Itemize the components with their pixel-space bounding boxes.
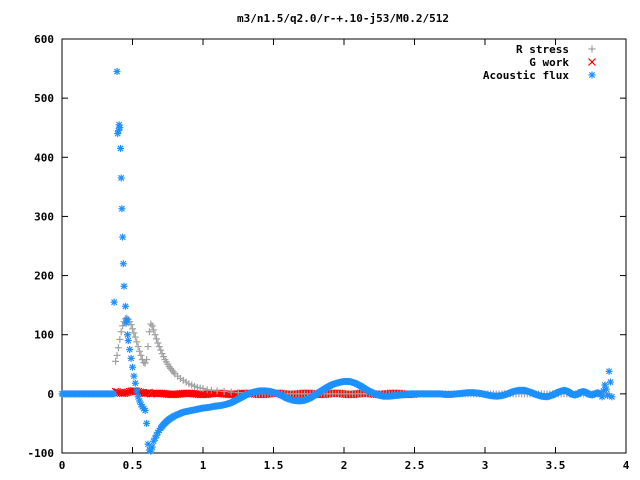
legend-marker [588, 71, 596, 79]
acoustic-flux-point [604, 392, 612, 400]
y-tick-label: 500 [34, 92, 54, 105]
acoustic-flux-point [123, 316, 131, 324]
r-stress-point [152, 335, 160, 343]
r-stress-point [114, 344, 122, 352]
acoustic-flux-point [130, 372, 138, 380]
acoustic-flux-point [110, 298, 118, 306]
y-tick-label: 300 [34, 210, 54, 223]
legend-label: R stress [516, 43, 569, 56]
r-stress-point [113, 351, 121, 359]
r-stress-point [129, 325, 136, 333]
r-stress-point [136, 347, 144, 355]
acoustic-flux-point [133, 387, 141, 395]
x-tick-label: 3 [482, 459, 489, 472]
acoustic-flux-point [118, 205, 126, 213]
r-stress-point [144, 343, 152, 351]
y-tick-label: 100 [34, 329, 54, 342]
y-tick-label: 0 [47, 388, 54, 401]
r-stress-point [116, 335, 124, 343]
y-tick-label: 400 [34, 151, 54, 164]
x-tick-label: 4 [623, 459, 630, 472]
acoustic-flux-point [143, 419, 151, 427]
r-stress-point [151, 331, 159, 339]
acoustic-flux-point [605, 367, 613, 375]
r-stress-point [155, 343, 163, 351]
legend-marker [588, 58, 596, 66]
series-layer [58, 68, 616, 455]
chart-title: m3/n1.5/q2.0/r-+.10-j53/M0.2/512 [237, 12, 449, 25]
acoustic-flux-point [124, 331, 132, 339]
acoustic-flux-point [117, 144, 125, 152]
x-tick-label: 3.5 [546, 459, 566, 472]
r-stress-point [158, 350, 166, 358]
acoustic-flux-point [126, 346, 134, 353]
r-stress-point [234, 389, 242, 397]
acoustic-flux-point [120, 282, 128, 290]
x-tick-label: 0.5 [123, 459, 143, 472]
acoustic-flux-point [598, 393, 606, 401]
acoustic-flux-point [608, 393, 616, 401]
r-stress-point [157, 346, 165, 354]
acoustic-flux-point [119, 233, 127, 241]
x-tick-label: 2 [341, 459, 348, 472]
r-stress-point [133, 338, 141, 346]
acoustic-flux-point [110, 390, 118, 398]
r-stress-point [112, 357, 120, 365]
legend-marker [588, 45, 596, 53]
y-tick-label: -100 [28, 447, 55, 460]
acoustic-flux-point [127, 354, 135, 362]
r-stress-point [134, 343, 142, 351]
r-stress-point [137, 351, 145, 359]
r-stress-point [130, 329, 138, 337]
acoustic-flux-point [124, 337, 132, 345]
r-stress-point [160, 353, 168, 361]
acoustic-flux-point [116, 124, 124, 132]
r-stress-point [199, 385, 207, 393]
acoustic-flux-point [129, 363, 136, 371]
x-tick-label: 1 [200, 459, 207, 472]
r-stress-point [131, 333, 139, 341]
legend-label: G work [529, 56, 569, 69]
acoustic-flux-point [113, 68, 121, 76]
axis-ticks: 0 0.5 1 1.5 2 2.5 3 3.5 4 -100 0 100 200 300 400 500 600 [28, 33, 630, 472]
y-tick-label: 600 [34, 33, 54, 46]
acoustic-flux-point [141, 406, 149, 414]
r-stress-point [150, 326, 158, 334]
acoustic-flux-point [606, 378, 614, 386]
acoustic-flux-point [121, 302, 129, 310]
r-stress-point [213, 387, 221, 395]
acoustic-flux-point [148, 443, 156, 451]
x-tick-label: 2.5 [405, 459, 425, 472]
r-stress-point [119, 322, 127, 330]
y-tick-label: 200 [34, 270, 54, 283]
r-stress-point [227, 388, 235, 396]
r-stress-point [220, 387, 228, 395]
acoustic-flux-point [602, 385, 610, 393]
r-stress-point [154, 339, 162, 347]
r-stress-point [117, 328, 125, 336]
r-stress-point [143, 356, 151, 364]
r-stress-point [145, 328, 153, 336]
r-stress-point [141, 359, 149, 367]
acoustic-flux-point [144, 440, 152, 448]
r-stress-point [148, 322, 156, 330]
legend-label: Acoustic flux [483, 69, 569, 82]
x-tick-label: 1.5 [264, 459, 284, 472]
acoustic-flux-point [117, 174, 125, 182]
x-tick-label: 0 [59, 459, 66, 472]
acoustic-flux-point [119, 260, 127, 268]
acoustic-flux-point [131, 379, 139, 387]
